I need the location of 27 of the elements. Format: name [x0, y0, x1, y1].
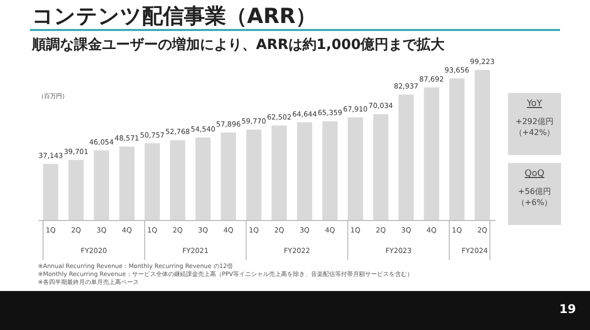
chart-title: コンテンツ配信事業（ARR） [32, 3, 317, 30]
bar [119, 146, 134, 220]
bar [296, 122, 312, 220]
bar [322, 121, 338, 220]
bar [94, 150, 110, 220]
text: （+42%） [513, 127, 556, 138]
bar [474, 70, 490, 220]
bar [398, 94, 414, 220]
text: 19 [559, 302, 576, 316]
text: （+6%） [516, 197, 554, 208]
bar [272, 126, 287, 220]
text: +56億円 [517, 186, 552, 197]
bar [220, 132, 236, 220]
bar [348, 117, 363, 220]
bar [373, 114, 388, 220]
bar [144, 143, 160, 220]
text: QoQ [524, 169, 546, 180]
text: YoY [526, 99, 544, 110]
bar [195, 138, 211, 220]
bar [170, 140, 186, 220]
bar [246, 130, 262, 220]
bar [43, 164, 58, 220]
bar [449, 78, 465, 220]
chart-subtitle: 順調な課金ユーザーの増加により、ARRは約1,000億円まで拡大 [32, 36, 445, 54]
text: +292億円 [514, 116, 554, 127]
bar [68, 160, 84, 220]
bar [424, 87, 440, 220]
